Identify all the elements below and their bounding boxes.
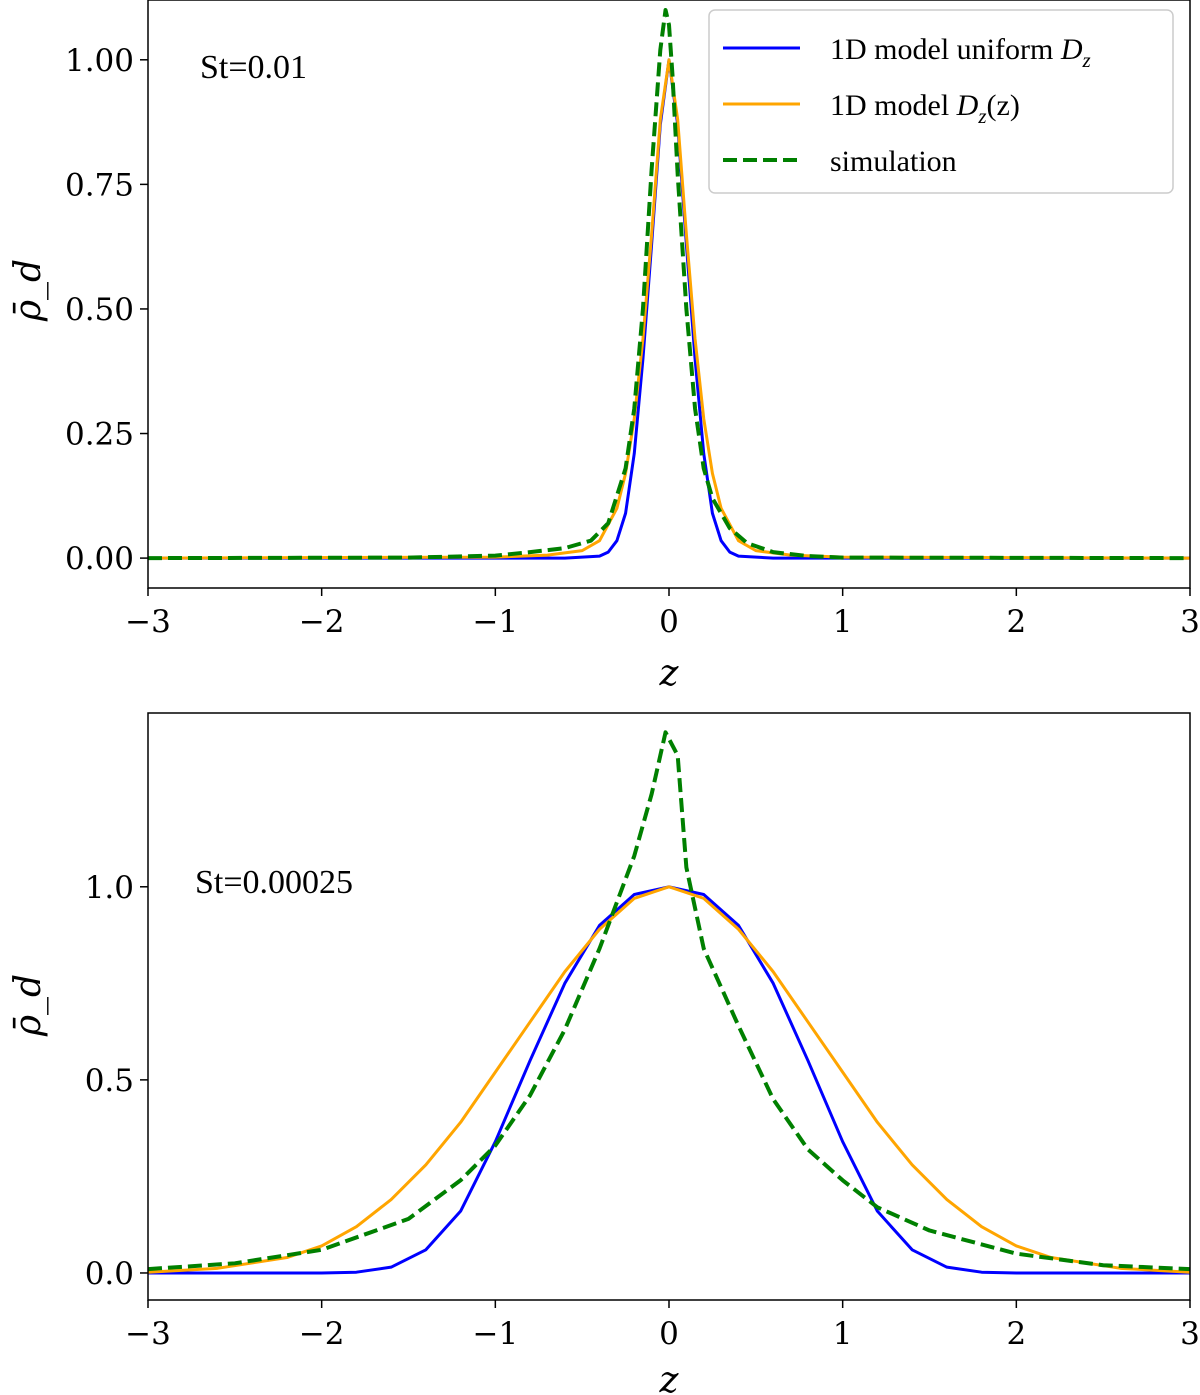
legend-entry-1: 1D model uniform Dz — [830, 33, 1091, 72]
x-tick-label: −2 — [299, 1316, 345, 1352]
x-tick-label: 2 — [1006, 604, 1026, 640]
x-tick-label: 1 — [833, 1316, 853, 1352]
series-line-3 — [147, 7, 1191, 561]
chart-panel-2: −3 −2 −1 0 1 2 3 0.0 0.5 1.0 z ρ̄_d St=0.00025 — [8, 712, 1200, 1395]
y-axis-label: ρ̄_d — [8, 259, 49, 322]
y-tick-label: 1.0 — [85, 870, 134, 906]
series-line-3 — [147, 730, 1191, 1272]
x-tick-label: −2 — [299, 604, 345, 640]
y-tick-label: 0.25 — [65, 417, 134, 453]
st-annotation: St=0.01 — [200, 49, 307, 86]
y-tick-label: 0.5 — [85, 1063, 134, 1099]
x-axis-label: z — [659, 1360, 680, 1395]
y-tick-label: 0.50 — [65, 292, 134, 328]
x-tick-label: 2 — [1006, 1316, 1026, 1352]
x-tick-label: −1 — [472, 1316, 518, 1352]
x-axis-label: z — [659, 653, 680, 694]
x-tick-label: −3 — [125, 604, 171, 640]
x-tick-label: −1 — [472, 604, 518, 640]
y-tick-label: 0.00 — [65, 541, 134, 577]
series-line-2 — [147, 885, 1191, 1274]
legend-entry-2: 1D model Dz(z) — [830, 89, 1020, 128]
chart-panel-1: −3 −2 −1 0 1 2 3 0.00 0.25 0.50 0.75 1.00 z ρ̄_d St=0.… — [8, 0, 1200, 694]
legend-box — [708, 9, 1174, 194]
y-axis-label: ρ̄_d — [8, 974, 49, 1037]
series-line-1 — [148, 885, 1190, 1275]
legend-entry-3: simulation — [830, 145, 957, 178]
x-tick-label: −3 — [125, 1316, 171, 1352]
plot-frame — [147, 712, 1191, 1301]
x-tick-label: 3 — [1180, 604, 1200, 640]
y-tick-label: 1.00 — [65, 43, 134, 79]
y-tick-label: 0.0 — [85, 1256, 134, 1292]
x-tick-label: 0 — [659, 604, 679, 640]
x-tick-label: 0 — [659, 1316, 679, 1352]
x-tick-label: 1 — [833, 604, 853, 640]
series-line-2 — [147, 58, 1191, 560]
legend: 1D model uniform Dz 1D model Dz(z) simulat… — [708, 9, 1174, 194]
x-tick-label: 3 — [1180, 1316, 1200, 1352]
y-tick-label: 0.75 — [65, 167, 134, 203]
st-annotation: St=0.00025 — [195, 864, 353, 901]
